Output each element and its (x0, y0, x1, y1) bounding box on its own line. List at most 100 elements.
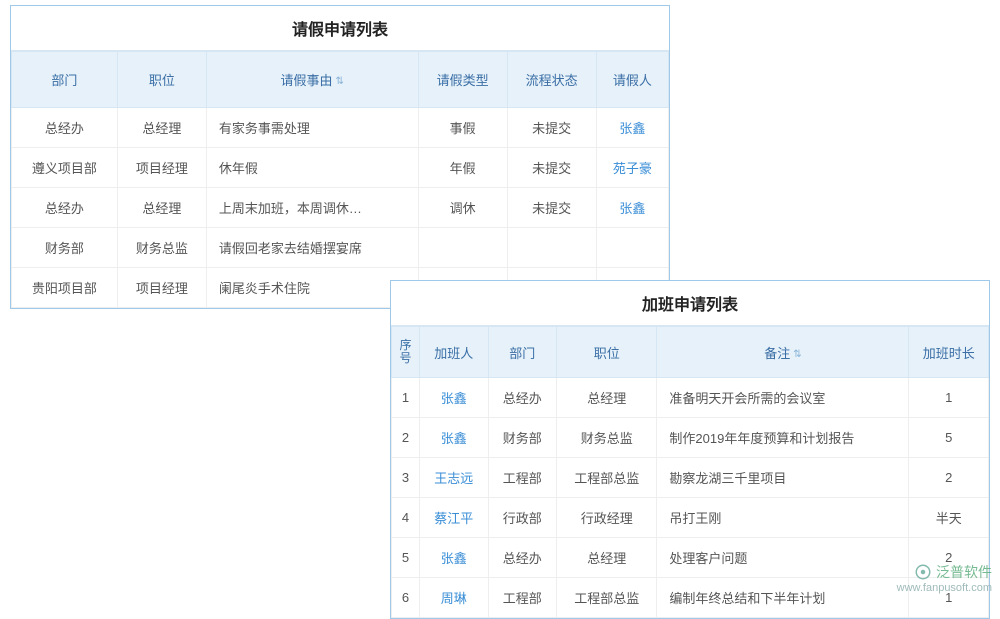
person-link[interactable]: 蔡江平 (434, 511, 473, 526)
cell-position: 总经理 (117, 188, 206, 228)
col-type[interactable]: 请假类型 (418, 52, 507, 108)
col-dept[interactable]: 部门 (12, 52, 118, 108)
overtime-panel-title: 加班申请列表 (391, 281, 989, 326)
col-status-label: 流程状态 (526, 73, 578, 88)
sort-icon: ⇅ (793, 349, 801, 360)
cell-dept: 总经办 (12, 108, 118, 148)
col-person[interactable]: 请假人 (596, 52, 668, 108)
cell-ot-position: 财务总监 (557, 418, 657, 458)
cell-ot-position: 工程部总监 (557, 578, 657, 618)
col-ot-person-label: 加班人 (434, 346, 473, 361)
table-row[interactable]: 总经办总经理上周末加班，本周调休…调休未提交张鑫 (12, 188, 669, 228)
person-link[interactable]: 张鑫 (619, 121, 645, 136)
cell-person: 张鑫 (596, 108, 668, 148)
col-ot-person[interactable]: 加班人 (420, 327, 489, 378)
cell-ot-position: 工程部总监 (557, 458, 657, 498)
cell-ot-person: 张鑫 (420, 538, 489, 578)
person-link[interactable]: 张鑫 (441, 431, 467, 446)
person-link[interactable]: 苑子豪 (613, 161, 652, 176)
cell-ot-position: 总经理 (557, 378, 657, 418)
person-link[interactable]: 张鑫 (441, 391, 467, 406)
cell-person: 张鑫 (596, 188, 668, 228)
watermark: 泛普软件 www.fanpusoft.com (897, 562, 992, 594)
person-link[interactable]: 周琳 (441, 591, 467, 606)
person-link[interactable]: 王志远 (434, 471, 473, 486)
cell-person (596, 228, 668, 268)
cell-note: 制作2019年年度预算和计划报告 (657, 418, 909, 458)
cell-dept: 总经办 (12, 188, 118, 228)
col-reason-label: 请假事由 (281, 73, 333, 88)
cell-index: 3 (392, 458, 420, 498)
cell-type: 年假 (418, 148, 507, 188)
col-ot-position[interactable]: 职位 (557, 327, 657, 378)
col-index-label: 序号 (399, 338, 411, 365)
table-row[interactable]: 财务部财务总监请假回老家去结婚摆宴席 (12, 228, 669, 268)
cell-reason: 上周末加班，本周调休… (206, 188, 418, 228)
cell-ot-dept: 工程部 (488, 458, 557, 498)
cell-type: 事假 (418, 108, 507, 148)
cell-reason: 休年假 (206, 148, 418, 188)
table-row[interactable]: 1张鑫总经办总经理准备明天开会所需的会议室1 (392, 378, 989, 418)
cell-dept: 贵阳项目部 (12, 268, 118, 308)
col-duration[interactable]: 加班时长 (909, 327, 989, 378)
leave-tbody: 总经办总经理有家务事需处理事假未提交张鑫遵义项目部项目经理休年假年假未提交苑子豪… (12, 108, 669, 308)
cell-ot-position: 总经理 (557, 538, 657, 578)
table-row[interactable]: 遵义项目部项目经理休年假年假未提交 苑子豪 (12, 148, 669, 188)
cell-status: 未提交 (507, 108, 596, 148)
col-person-label: 请假人 (613, 73, 652, 88)
cell-duration: 5 (909, 418, 989, 458)
watermark-brand-text: 泛普软件 (936, 562, 992, 582)
cell-note: 勘察龙湖三千里项目 (657, 458, 909, 498)
cell-ot-dept: 财务部 (488, 418, 557, 458)
col-ot-position-label: 职位 (594, 346, 620, 361)
col-index[interactable]: 序号 (392, 327, 420, 378)
cell-dept: 财务部 (12, 228, 118, 268)
cell-ot-person: 张鑫 (420, 418, 489, 458)
cell-position: 财务总监 (117, 228, 206, 268)
cell-ot-dept: 工程部 (488, 578, 557, 618)
gear-icon (914, 563, 932, 581)
cell-ot-person: 周琳 (420, 578, 489, 618)
overtime-header-row: 序号 加班人 部门 职位 备注⇅ 加班时长 (392, 327, 989, 378)
person-link[interactable]: 张鑫 (441, 551, 467, 566)
col-ot-dept-label: 部门 (509, 346, 535, 361)
watermark-url: www.fanpusoft.com (897, 582, 992, 594)
cell-duration: 半天 (909, 498, 989, 538)
leave-request-panel: 请假申请列表 部门 职位 请假事由⇅ 请假类型 流程状态 请假人 总经办总经理有… (10, 5, 670, 309)
col-type-label: 请假类型 (437, 73, 489, 88)
cell-position: 项目经理 (117, 148, 206, 188)
watermark-brand: 泛普软件 (914, 562, 992, 582)
cell-type (418, 228, 507, 268)
cell-reason: 请假回老家去结婚摆宴席 (206, 228, 418, 268)
col-ot-dept[interactable]: 部门 (488, 327, 557, 378)
leave-table: 部门 职位 请假事由⇅ 请假类型 流程状态 请假人 总经办总经理有家务事需处理事… (11, 51, 669, 308)
leave-panel-title: 请假申请列表 (11, 6, 669, 51)
sort-icon: ⇅ (336, 76, 344, 87)
cell-dept: 遵义项目部 (12, 148, 118, 188)
col-position[interactable]: 职位 (117, 52, 206, 108)
table-row[interactable]: 总经办总经理有家务事需处理事假未提交张鑫 (12, 108, 669, 148)
col-note-label: 备注 (764, 346, 790, 361)
cell-index: 4 (392, 498, 420, 538)
cell-ot-position: 行政经理 (557, 498, 657, 538)
table-row[interactable]: 4 蔡江平行政部行政经理吊打王刚半天 (392, 498, 989, 538)
cell-reason: 有家务事需处理 (206, 108, 418, 148)
cell-duration: 1 (909, 378, 989, 418)
table-row[interactable]: 2张鑫财务部财务总监制作2019年年度预算和计划报告5 (392, 418, 989, 458)
cell-note: 准备明天开会所需的会议室 (657, 378, 909, 418)
col-status[interactable]: 流程状态 (507, 52, 596, 108)
col-reason[interactable]: 请假事由⇅ (206, 52, 418, 108)
cell-status (507, 228, 596, 268)
cell-ot-dept: 行政部 (488, 498, 557, 538)
person-link[interactable]: 张鑫 (619, 201, 645, 216)
cell-ot-person: 王志远 (420, 458, 489, 498)
cell-person: 苑子豪 (596, 148, 668, 188)
cell-note: 吊打王刚 (657, 498, 909, 538)
cell-position: 项目经理 (117, 268, 206, 308)
cell-type: 调休 (418, 188, 507, 228)
cell-ot-person: 蔡江平 (420, 498, 489, 538)
cell-status: 未提交 (507, 148, 596, 188)
cell-index: 6 (392, 578, 420, 618)
table-row[interactable]: 3王志远工程部工程部总监勘察龙湖三千里项目2 (392, 458, 989, 498)
col-note[interactable]: 备注⇅ (657, 327, 909, 378)
